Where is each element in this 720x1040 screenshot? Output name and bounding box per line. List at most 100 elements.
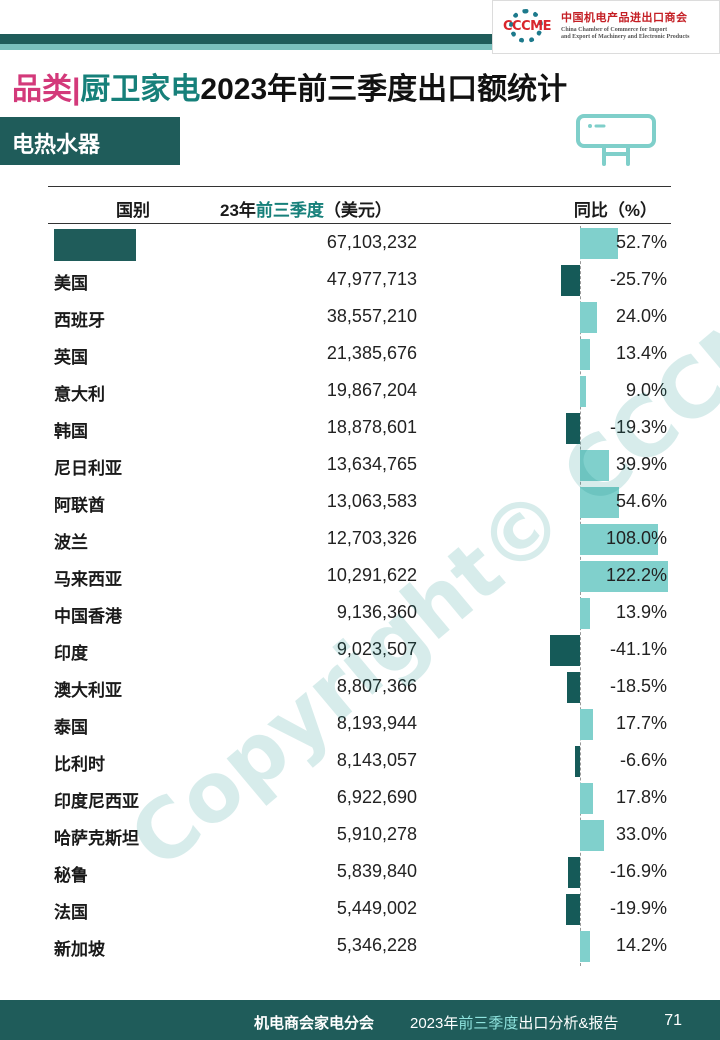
country-name: 秘鲁 (54, 866, 88, 885)
country-name: 马来西亚 (54, 570, 122, 589)
title-separator: | (72, 73, 81, 106)
header-value: 23年前三季度（美元） (220, 201, 392, 220)
table-row: 意大利 19,867,204 9.0% (48, 372, 671, 409)
export-value: 18,878,601 (326, 417, 417, 437)
table-body: 67,103,232 52.7% 美国 47,977,713 -25.7% 西班牙 38,5… (48, 224, 671, 970)
country-name: 新加坡 (54, 940, 105, 959)
title-category: 品类 (12, 73, 72, 106)
export-value: 19,867,204 (326, 380, 417, 400)
export-value: 8,193,944 (336, 713, 417, 733)
table-row: 新加坡 5,346,228 14.2% (48, 927, 671, 964)
yoy-bar (580, 487, 620, 518)
yoy-percent: -16.9% (609, 861, 667, 881)
yoy-percent: -19.9% (609, 898, 667, 918)
export-statistics-table: 国别 23年前三季度（美元） 同比（%） 67,103,232 52.7% 美国 47… (48, 186, 671, 970)
yoy-bar (580, 783, 593, 814)
table-row: 美国 47,977,713 -25.7% (48, 261, 671, 298)
country-name: 韩国 (54, 422, 88, 441)
table-row: 哈萨克斯坦 5,910,278 33.0% (48, 816, 671, 853)
yoy-percent: 122.2% (605, 565, 667, 585)
table-row: 西班牙 38,557,210 24.0% (48, 298, 671, 335)
export-value: 5,910,278 (336, 824, 417, 844)
yoy-bar (580, 598, 590, 629)
country-name: 印度 (54, 644, 88, 663)
table-row: 比利时 8,143,057 -6.6% (48, 742, 671, 779)
table-row: 印度尼西亚 6,922,690 17.8% (48, 779, 671, 816)
yoy-percent: -18.5% (609, 676, 667, 696)
export-value: 5,346,228 (336, 935, 417, 955)
table-row: 澳大利亚 8,807,366 -18.5% (48, 668, 671, 705)
export-value: 38,557,210 (326, 306, 417, 326)
table-row: 英国 21,385,676 13.4% (48, 335, 671, 372)
export-value: 8,143,057 (336, 750, 417, 770)
yoy-percent: 24.0% (615, 306, 667, 326)
export-value: 67,103,232 (326, 232, 417, 252)
section-heading: 电热水器 (0, 117, 180, 165)
country-name: 哈萨克斯坦 (54, 829, 139, 848)
title-main: 2023年前三季度出口额统计 (200, 73, 568, 106)
table-row: 阿联酋 13,063,583 54.6% (48, 483, 671, 520)
export-value: 13,634,765 (326, 454, 417, 474)
country-name: 法国 (54, 903, 88, 922)
yoy-bar (580, 820, 604, 851)
export-value: 9,136,360 (336, 602, 417, 622)
redacted-country-block (54, 229, 136, 261)
country-name: 西班牙 (54, 311, 105, 330)
country-name: 英国 (54, 348, 88, 367)
water-heater-icon (576, 114, 656, 166)
country-name: 尼日利亚 (54, 459, 122, 478)
table-row: 韩国 18,878,601 -19.3% (48, 409, 671, 446)
gear-logo-icon: CCCME (499, 7, 555, 47)
yoy-bar (561, 265, 580, 296)
country-name: 意大利 (54, 385, 105, 404)
page-number: 71 (664, 1012, 682, 1029)
table-row: 尼日利亚 13,634,765 39.9% (48, 446, 671, 483)
country-name: 澳大利亚 (54, 681, 122, 700)
organization-logo: CCCME 中国机电产品进出口商会 China Chamber of Comme… (492, 0, 720, 54)
yoy-percent: 13.4% (615, 343, 667, 363)
yoy-percent: 39.9% (615, 454, 667, 474)
country-name: 印度尼西亚 (54, 792, 139, 811)
yoy-percent: 108.0% (605, 528, 667, 548)
table-row: 印度 9,023,507 -41.1% (48, 631, 671, 668)
yoy-bar (580, 561, 668, 592)
header-country: 国别 (116, 201, 150, 220)
yoy-bar (566, 413, 580, 444)
export-value: 8,807,366 (336, 676, 417, 696)
country-name: 美国 (54, 274, 88, 293)
export-value: 47,977,713 (326, 269, 417, 289)
yoy-percent: 17.7% (615, 713, 667, 733)
logo-abbreviation: CCCME (503, 19, 551, 34)
export-value: 21,385,676 (326, 343, 417, 363)
yoy-percent: 17.8% (615, 787, 667, 807)
yoy-bar (580, 228, 618, 259)
title-subcategory: 厨卫家电 (80, 73, 201, 106)
country-name: 中国香港 (54, 607, 122, 626)
yoy-zero-axis (580, 226, 581, 966)
yoy-bar (566, 672, 580, 703)
yoy-percent: 33.0% (615, 824, 667, 844)
yoy-bar (575, 746, 580, 777)
yoy-percent: 54.6% (615, 491, 667, 511)
yoy-bar (580, 302, 598, 333)
export-value: 10,291,622 (326, 565, 417, 585)
yoy-bar (565, 894, 580, 925)
yoy-percent: -19.3% (609, 417, 667, 437)
header-yoy: 同比（%） (573, 201, 657, 220)
table-header: 国别 23年前三季度（美元） 同比（%） (48, 186, 671, 224)
yoy-percent: -6.6% (619, 750, 667, 770)
yoy-percent: -41.1% (609, 639, 667, 659)
yoy-bar (550, 635, 580, 666)
yoy-bar (567, 857, 580, 888)
yoy-bar (580, 376, 587, 407)
footer-organization: 机电商会家电分会 (254, 1015, 375, 1032)
yoy-percent: 52.7% (615, 232, 667, 252)
yoy-percent: 13.9% (615, 602, 667, 622)
yoy-percent: 9.0% (625, 380, 667, 400)
footer: 机电商会家电分会 2023年前三季度出口分析&报告 71 (0, 1000, 720, 1040)
table-row: 波兰 12,703,326 108.0% (48, 520, 671, 557)
logo-english-name: China Chamber of Commerce for Import and… (561, 26, 690, 41)
yoy-percent: -25.7% (609, 269, 667, 289)
country-name: 比利时 (54, 755, 105, 774)
export-value: 9,023,507 (336, 639, 417, 659)
